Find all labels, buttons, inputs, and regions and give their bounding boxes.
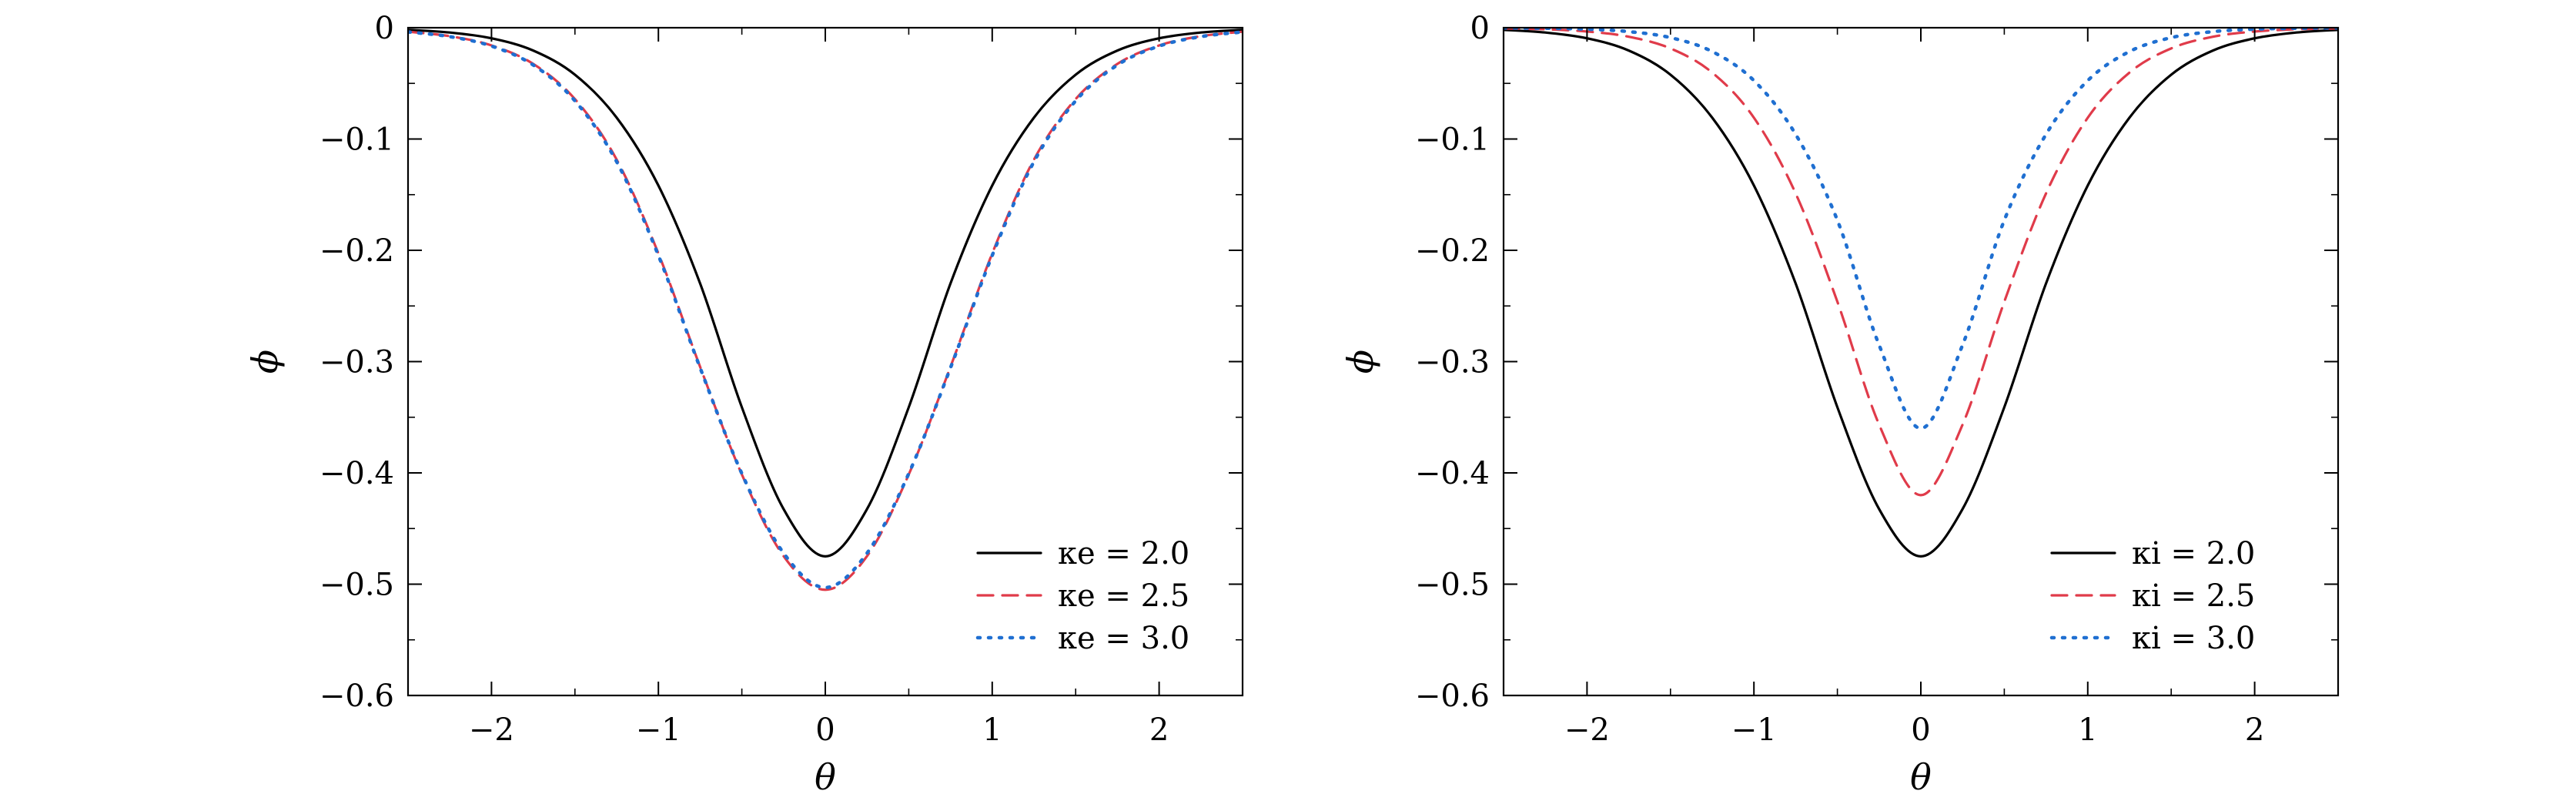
series-line-0	[408, 28, 1243, 558]
series-line-2	[408, 30, 1243, 590]
x-tick-label: 1	[2078, 712, 2097, 748]
legend-label-0: κi = 2.0	[2132, 536, 2255, 571]
y-tick-label: −0.1	[1415, 122, 1490, 158]
right-chart: −2 −1 0 1 2 0 −0.1 −0.2 −0.3 −0.4 −0.5 −0.6 θ ϕ κi = 2…	[1340, 11, 2340, 798]
legend-label-1: κi = 2.5	[2132, 578, 2255, 614]
x-tick-label: 2	[2245, 712, 2264, 748]
y-tick-label: 0	[375, 11, 394, 46]
x-tick-label: 0	[815, 712, 835, 748]
x-axis-label: θ	[815, 756, 836, 798]
x-tick-label: 2	[1149, 712, 1169, 748]
legend-label-0: κe = 2.0	[1058, 536, 1189, 571]
x-tick-label: −1	[636, 712, 681, 748]
y-tick-label: −0.6	[1415, 679, 1490, 714]
y-tick-label: −0.4	[1415, 456, 1490, 491]
legend: κe = 2.0 κe = 2.5 κe = 3.0	[975, 536, 1189, 656]
series-line-1	[1504, 28, 2338, 497]
series-line-0	[1504, 28, 2338, 558]
y-tick-label: 0	[1470, 11, 1490, 46]
legend: κi = 2.0 κi = 2.5 κi = 3.0	[2049, 536, 2255, 656]
x-tick-label: −2	[469, 712, 514, 748]
x-tick-label: 0	[1911, 712, 1930, 748]
x-tick-label: 1	[982, 712, 1002, 748]
y-tick-label: −0.2	[1415, 233, 1490, 269]
series-line-1	[408, 30, 1243, 591]
y-axis-label: ϕ	[1340, 350, 1381, 374]
y-tick-label: −0.5	[1415, 568, 1490, 603]
legend-label-1: κe = 2.5	[1058, 578, 1189, 614]
x-tick-label: −1	[1731, 712, 1777, 748]
y-tick-label: −0.1	[319, 122, 394, 158]
x-tick-label: −2	[1564, 712, 1610, 748]
legend-label-2: κe = 3.0	[1058, 621, 1189, 656]
y-tick-label: −0.6	[319, 679, 394, 714]
y-tick-label: −0.3	[319, 345, 394, 380]
y-axis-label: ϕ	[244, 350, 286, 374]
y-tick-label: −0.4	[319, 456, 394, 491]
left-chart: −2 −1 0 1 2 0 −0.1 −0.2 −0.3 −0.4 −0.5 −0.6 θ ϕ κe = 2…	[244, 11, 1244, 798]
x-axis-label: θ	[1910, 756, 1932, 798]
legend-label-2: κi = 3.0	[2132, 621, 2255, 656]
y-tick-label: −0.2	[319, 233, 394, 269]
series-line-2	[1504, 28, 2338, 431]
y-tick-label: −0.3	[1415, 345, 1490, 380]
y-tick-label: −0.5	[319, 568, 394, 603]
